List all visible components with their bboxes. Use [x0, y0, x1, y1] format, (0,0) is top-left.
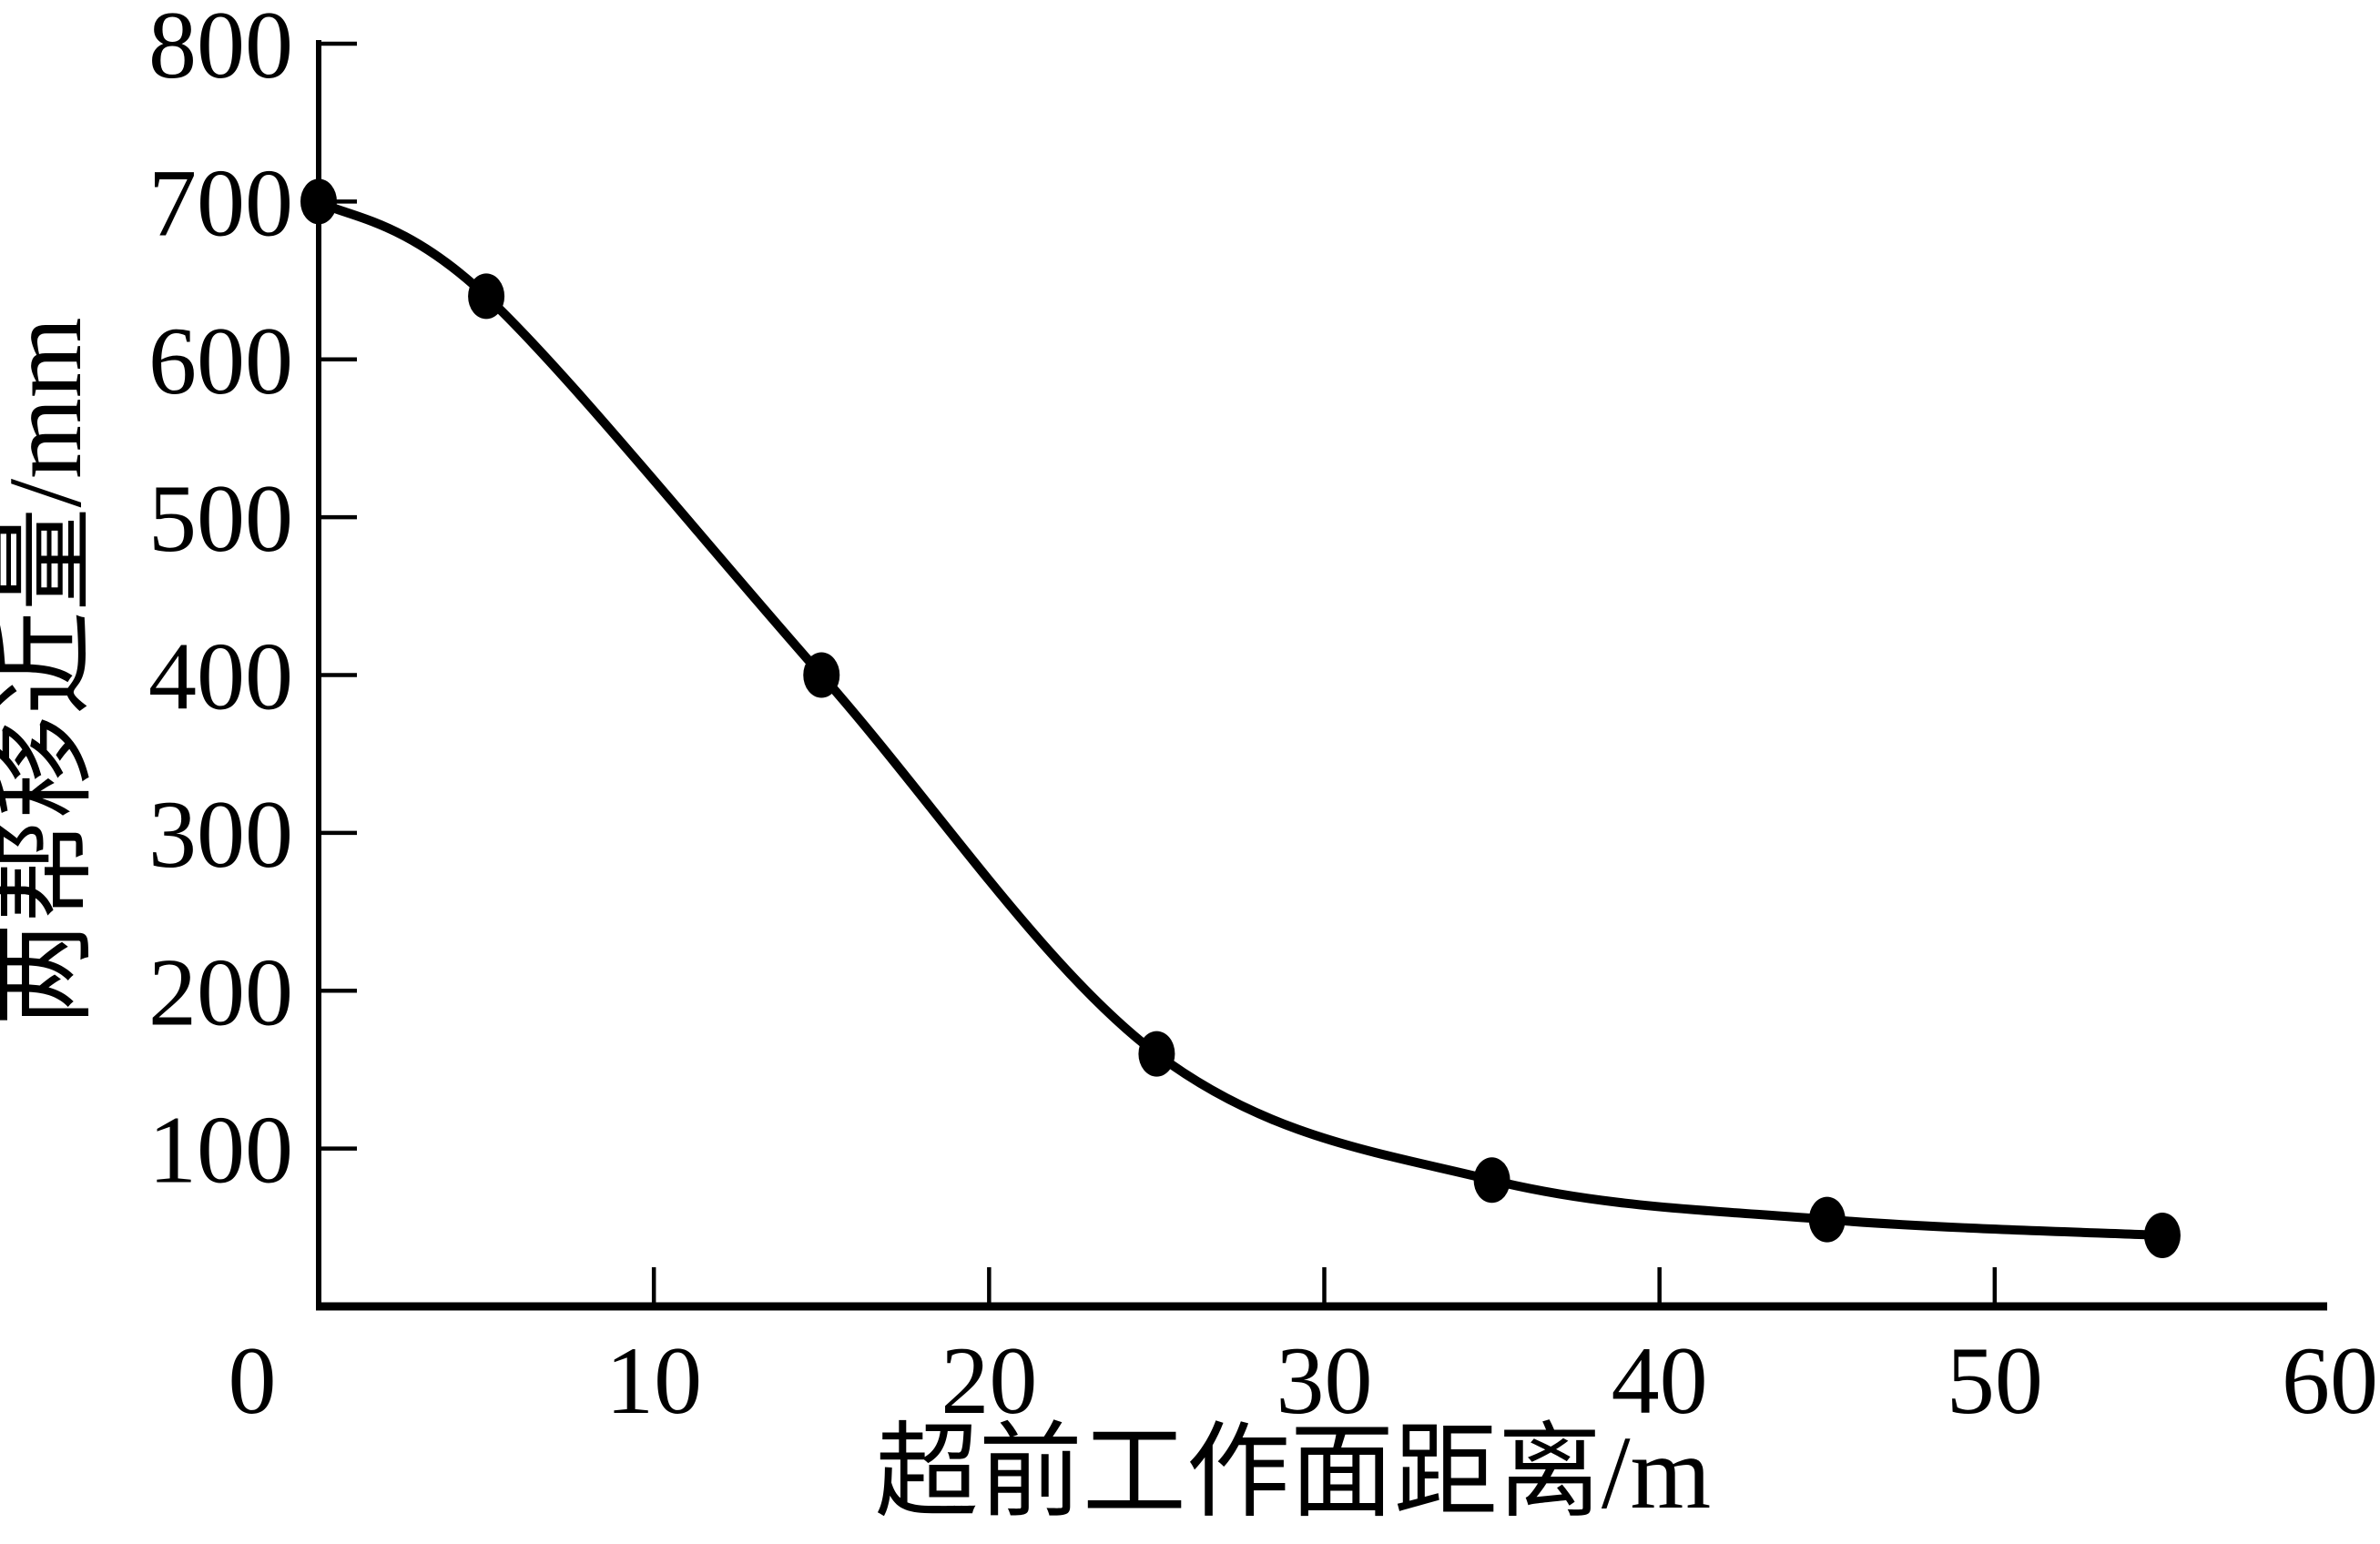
data-point-marker — [1138, 1031, 1175, 1077]
x-tick-label: 20 — [941, 1327, 1037, 1434]
x-tick-label: 50 — [1947, 1327, 2043, 1434]
data-point-marker — [1808, 1196, 1846, 1243]
x-tick-label: 40 — [1612, 1327, 1708, 1434]
x-tick-label: 60 — [2282, 1327, 2378, 1434]
y-tick-label: 800 — [148, 0, 293, 98]
y-tick-label: 200 — [148, 939, 293, 1045]
data-point-marker — [803, 652, 840, 698]
data-point-marker — [1473, 1157, 1510, 1204]
y-axis-title: 两帮移近量/mm — [0, 317, 103, 1026]
y-axis-ticks — [320, 41, 357, 1151]
y-tick-label: 100 — [148, 1097, 293, 1204]
x-tick-label: 10 — [605, 1327, 702, 1434]
y-tick-label: 600 — [148, 308, 293, 414]
data-points — [300, 178, 2181, 1258]
y-tick-label: 400 — [148, 624, 293, 730]
x-tick-label: 0 — [229, 1327, 277, 1434]
x-axis-tick-labels: 0 10 20 30 40 50 60 — [229, 1327, 2379, 1434]
data-point-marker — [2143, 1212, 2181, 1258]
data-curve — [314, 197, 2167, 1240]
x-axis-ticks — [651, 1267, 1998, 1304]
y-axis: 100 200 300 400 500 600 700 800 — [148, 0, 357, 1310]
x-tick-label: 30 — [1276, 1327, 1373, 1434]
y-tick-label: 500 — [148, 465, 293, 572]
y-tick-label: 700 — [148, 149, 293, 256]
y-axis-tick-labels: 100 200 300 400 500 600 700 800 — [148, 0, 293, 1204]
x-axis: 0 10 20 30 40 50 60 — [229, 1267, 2379, 1434]
y-tick-label: 300 — [148, 781, 293, 888]
data-point-marker — [300, 178, 337, 225]
data-point-marker — [468, 273, 505, 320]
x-axis-title: 超前工作面距离/m — [875, 1415, 1711, 1530]
